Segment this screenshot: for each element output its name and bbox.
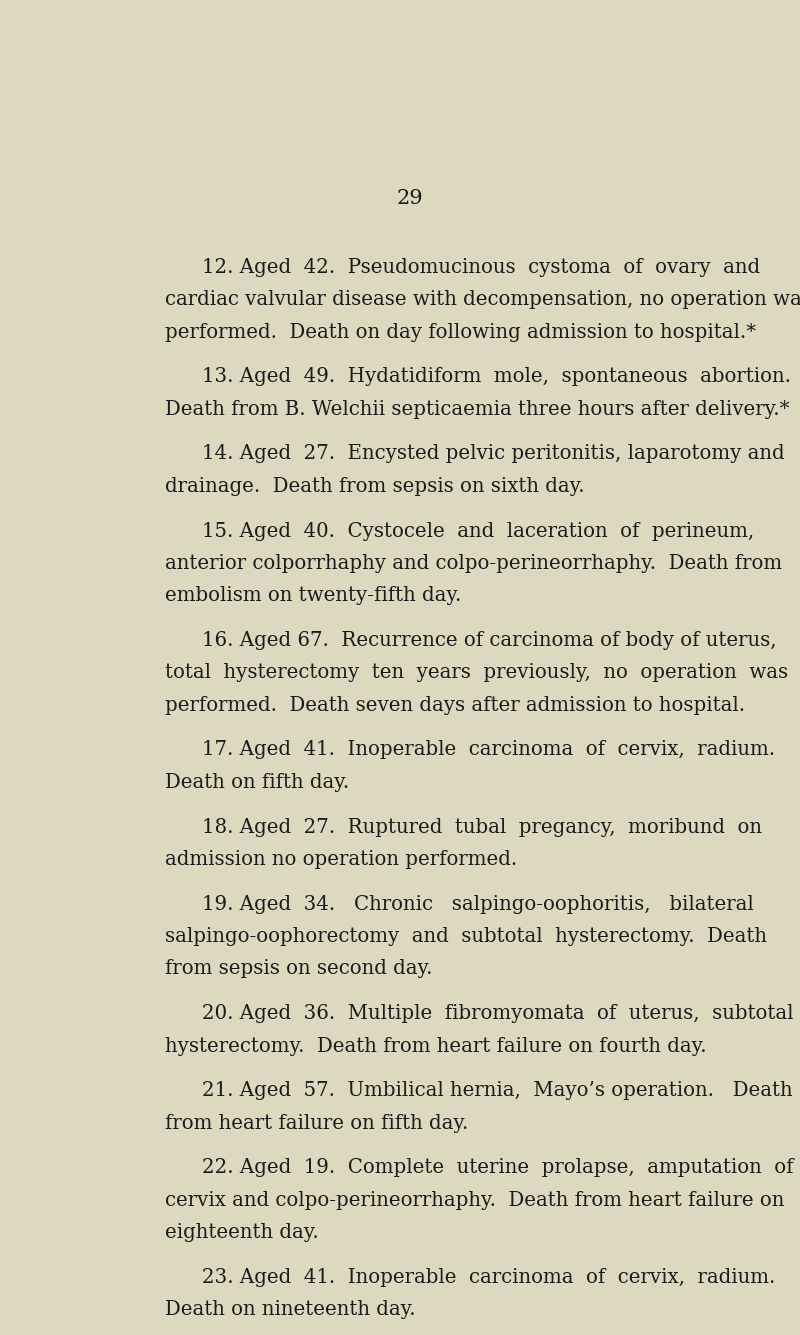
Text: 14. Aged  27.  Encysted pelvic peritonitis, laparotomy and: 14. Aged 27. Encysted pelvic peritonitis…: [202, 445, 785, 463]
Text: cervix and colpo-perineorrhaphy.  Death from heart failure on: cervix and colpo-perineorrhaphy. Death f…: [165, 1191, 785, 1210]
Text: performed.  Death seven days after admission to hospital.: performed. Death seven days after admiss…: [165, 696, 746, 714]
Text: 17. Aged  41.  Inoperable  carcinoma  of  cervix,  radium.: 17. Aged 41. Inoperable carcinoma of cer…: [202, 741, 775, 760]
Text: 13. Aged  49.  Hydatidiform  mole,  spontaneous  abortion.: 13. Aged 49. Hydatidiform mole, spontane…: [202, 367, 791, 386]
Text: salpingo-oophorectomy  and  subtotal  hysterectomy.  Death: salpingo-oophorectomy and subtotal hyste…: [165, 926, 767, 947]
Text: 23. Aged  41.  Inoperable  carcinoma  of  cervix,  radium.: 23. Aged 41. Inoperable carcinoma of cer…: [202, 1268, 776, 1287]
Text: hysterectomy.  Death from heart failure on fourth day.: hysterectomy. Death from heart failure o…: [165, 1036, 706, 1056]
Text: 12. Aged  42.  Pseudomucinous  cystoma  of  ovary  and: 12. Aged 42. Pseudomucinous cystoma of o…: [202, 258, 761, 276]
Text: 18. Aged  27.  Ruptured  tubal  pregancy,  moribund  on: 18. Aged 27. Ruptured tubal pregancy, mo…: [202, 817, 762, 837]
Text: total  hysterectomy  ten  years  previously,  no  operation  was: total hysterectomy ten years previously,…: [165, 663, 788, 682]
Text: Death on fifth day.: Death on fifth day.: [165, 773, 350, 792]
Text: 16. Aged 67.  Recurrence of carcinoma of body of uterus,: 16. Aged 67. Recurrence of carcinoma of …: [202, 631, 777, 650]
Text: admission no operation performed.: admission no operation performed.: [165, 850, 518, 869]
Text: Death from B. Welchii septicaemia three hours after delivery.*: Death from B. Welchii septicaemia three …: [165, 399, 790, 419]
Text: anterior colporrhaphy and colpo-perineorrhaphy.  Death from: anterior colporrhaphy and colpo-perineor…: [165, 554, 782, 573]
Text: 22. Aged  19.  Complete  uterine  prolapse,  amputation  of: 22. Aged 19. Complete uterine prolapse, …: [202, 1159, 794, 1177]
Text: cardiac valvular disease with decompensation, no operation was: cardiac valvular disease with decompensa…: [165, 290, 800, 310]
Text: 19. Aged  34.   Chronic   salpingo-oophoritis,   bilateral: 19. Aged 34. Chronic salpingo-oophoritis…: [202, 894, 754, 913]
Text: performed.  Death on day following admission to hospital.*: performed. Death on day following admiss…: [165, 323, 756, 342]
Text: drainage.  Death from sepsis on sixth day.: drainage. Death from sepsis on sixth day…: [165, 477, 585, 495]
Text: eighteenth day.: eighteenth day.: [165, 1223, 319, 1242]
Text: embolism on twenty-fifth day.: embolism on twenty-fifth day.: [165, 586, 462, 605]
Text: 20. Aged  36.  Multiple  fibromyomata  of  uterus,  subtotal: 20. Aged 36. Multiple fibromyomata of ut…: [202, 1004, 794, 1023]
Text: Death on nineteenth day.: Death on nineteenth day.: [165, 1300, 416, 1319]
Text: 29: 29: [397, 190, 423, 208]
Text: 15. Aged  40.  Cystocele  and  laceration  of  perineum,: 15. Aged 40. Cystocele and laceration of…: [202, 522, 754, 541]
Text: from heart failure on fifth day.: from heart failure on fifth day.: [165, 1113, 469, 1132]
Text: 21. Aged  57.  Umbilical hernia,  Mayo’s operation.   Death: 21. Aged 57. Umbilical hernia, Mayo’s op…: [202, 1081, 793, 1100]
Text: from sepsis on second day.: from sepsis on second day.: [165, 960, 433, 979]
